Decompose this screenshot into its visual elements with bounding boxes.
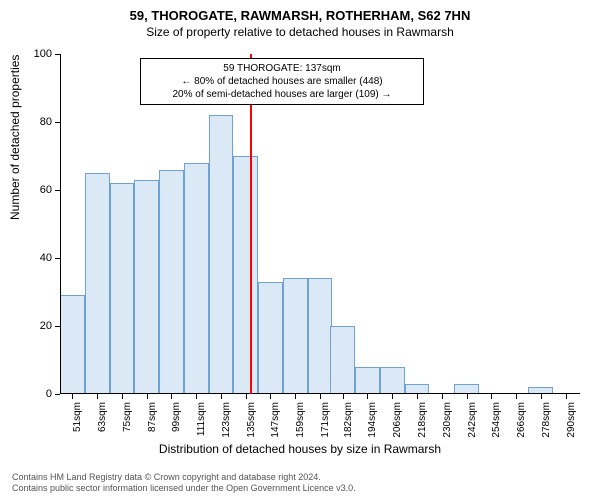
- footer-line2: Contains public sector information licen…: [12, 483, 356, 494]
- y-tick-label: 100: [12, 48, 52, 60]
- x-tick-labels: 51sqm63sqm75sqm87sqm99sqm111sqm123sqm135…: [60, 398, 580, 442]
- y-tick-label: 20: [12, 320, 52, 332]
- reference-marker-line: [250, 54, 252, 394]
- histogram-bar: [330, 326, 355, 394]
- histogram-bar: [159, 170, 184, 394]
- annotation-box: 59 THOROGATE: 137sqm ← 80% of detached h…: [140, 58, 424, 105]
- x-axis-label: Distribution of detached houses by size …: [0, 442, 600, 456]
- histogram-bar: [355, 367, 380, 394]
- y-tick-label: 60: [12, 184, 52, 196]
- y-axis-line: [60, 54, 61, 394]
- y-tick-label: 80: [12, 116, 52, 128]
- histogram-bar: [233, 156, 258, 394]
- annotation-line2: ← 80% of detached houses are smaller (44…: [147, 75, 417, 88]
- histogram-bar: [380, 367, 405, 394]
- annotation-line3: 20% of semi-detached houses are larger (…: [147, 88, 417, 101]
- footer-line1: Contains HM Land Registry data © Crown c…: [12, 472, 356, 483]
- annotation-line1: 59 THOROGATE: 137sqm: [147, 62, 417, 75]
- plot-area: 59 THOROGATE: 137sqm ← 80% of detached h…: [60, 54, 580, 394]
- chart-title: 59, THOROGATE, RAWMARSH, ROTHERHAM, S62 …: [0, 0, 600, 23]
- histogram-bar: [258, 282, 283, 394]
- histogram-bar: [283, 278, 308, 394]
- y-tick-labels: 020406080100: [0, 54, 56, 394]
- histogram-bar: [134, 180, 159, 394]
- chart-subtitle: Size of property relative to detached ho…: [0, 25, 600, 39]
- histogram-bar: [184, 163, 209, 394]
- y-tick-label: 40: [12, 252, 52, 264]
- histogram-bar: [308, 278, 333, 394]
- histogram-bars: [60, 54, 580, 394]
- histogram-bar: [110, 183, 135, 394]
- histogram-bar: [209, 115, 234, 394]
- y-tick-label: 0: [12, 388, 52, 400]
- footer-attribution: Contains HM Land Registry data © Crown c…: [12, 472, 356, 494]
- histogram-bar: [85, 173, 110, 394]
- histogram-bar: [60, 295, 85, 394]
